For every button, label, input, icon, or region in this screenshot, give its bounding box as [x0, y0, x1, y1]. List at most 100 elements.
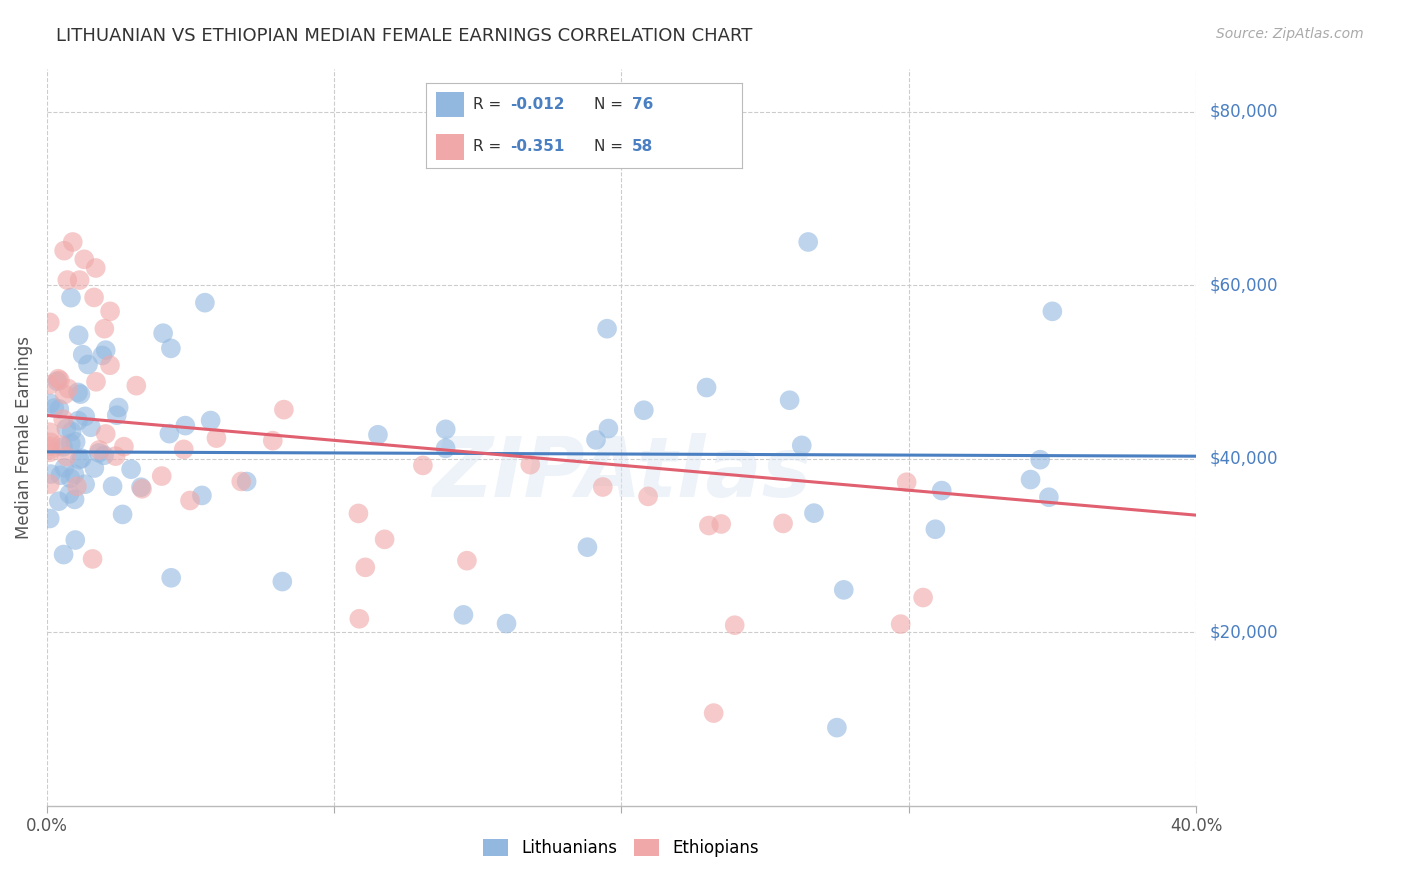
Point: [46, 374, 69, 388]
Point: [66, 385, 89, 400]
Point: [98, 358, 121, 372]
Point: [262, 434, 284, 448]
Legend: Lithuanians, Ethiopians: Lithuanians, Ethiopians: [477, 832, 766, 863]
Point: [83, 290, 105, 304]
Text: $40,000: $40,000: [1211, 450, 1278, 467]
Point: [890, 617, 912, 632]
Point: [63, 467, 86, 482]
Point: [91, 348, 114, 362]
Point: [912, 591, 935, 605]
Point: [633, 403, 655, 417]
Point: [797, 235, 820, 249]
Point: [38, 439, 60, 453]
Point: [67, 328, 90, 343]
Point: [38, 377, 60, 392]
Point: [710, 516, 733, 531]
Point: [200, 413, 222, 427]
Point: [48, 402, 70, 417]
Text: Source: ZipAtlas.com: Source: ZipAtlas.com: [1216, 27, 1364, 41]
Point: [157, 426, 180, 441]
Point: [354, 560, 377, 574]
Point: [69, 273, 91, 287]
Point: [131, 482, 153, 496]
Point: [38, 511, 60, 525]
Point: [75, 477, 97, 491]
Point: [69, 387, 91, 401]
Point: [703, 706, 725, 720]
Point: [38, 477, 60, 491]
Point: [129, 480, 152, 494]
Point: [107, 401, 129, 415]
Point: [49, 468, 72, 483]
Point: [592, 480, 614, 494]
Point: [46, 372, 69, 386]
Point: [1029, 452, 1052, 467]
Point: [62, 235, 84, 249]
Point: [367, 427, 389, 442]
Point: [104, 449, 127, 463]
Point: [60, 425, 83, 439]
Point: [519, 458, 541, 472]
Point: [931, 483, 953, 498]
Point: [87, 446, 110, 460]
Point: [59, 471, 82, 485]
Point: [94, 427, 117, 442]
Point: [696, 380, 718, 394]
Point: [924, 522, 946, 536]
Point: [59, 436, 82, 450]
Point: [53, 387, 76, 401]
Point: [347, 507, 370, 521]
Point: [205, 431, 228, 445]
Point: [93, 321, 115, 335]
Text: LITHUANIAN VS ETHIOPIAN MEDIAN FEMALE EARNINGS CORRELATION CHART: LITHUANIAN VS ETHIOPIAN MEDIAN FEMALE EA…: [56, 27, 752, 45]
Point: [65, 533, 87, 547]
Point: [194, 295, 217, 310]
Point: [39, 435, 62, 450]
Point: [58, 487, 80, 501]
Point: [412, 458, 434, 473]
Point: [585, 433, 607, 447]
Point: [160, 341, 183, 355]
Point: [825, 721, 848, 735]
Point: [174, 418, 197, 433]
Point: [39, 442, 62, 457]
Point: [82, 552, 104, 566]
Point: [453, 607, 475, 622]
Point: [772, 516, 794, 531]
Point: [53, 460, 76, 475]
Point: [724, 618, 747, 632]
Point: [120, 462, 142, 476]
Point: [39, 467, 62, 481]
Point: [59, 291, 82, 305]
Point: [38, 315, 60, 329]
Point: [94, 343, 117, 358]
Point: [69, 452, 91, 467]
Point: [152, 326, 174, 341]
Point: [434, 422, 457, 436]
Point: [111, 508, 134, 522]
Point: [456, 554, 478, 568]
Point: [1040, 304, 1063, 318]
Point: [349, 612, 371, 626]
Text: $80,000: $80,000: [1211, 103, 1278, 121]
Point: [231, 475, 253, 489]
Point: [39, 396, 62, 410]
Point: [125, 378, 148, 392]
Point: [48, 494, 70, 508]
Point: [83, 461, 105, 475]
Point: [1038, 490, 1060, 504]
Point: [53, 244, 76, 258]
Point: [73, 252, 96, 267]
Point: [72, 348, 94, 362]
Point: [52, 548, 75, 562]
Point: [271, 574, 294, 589]
Point: [65, 434, 87, 449]
Point: [235, 475, 257, 489]
Point: [105, 408, 128, 422]
Point: [697, 518, 720, 533]
Point: [598, 421, 620, 435]
Point: [38, 425, 60, 439]
Point: [56, 273, 79, 287]
Point: [596, 321, 619, 335]
Point: [70, 451, 93, 466]
